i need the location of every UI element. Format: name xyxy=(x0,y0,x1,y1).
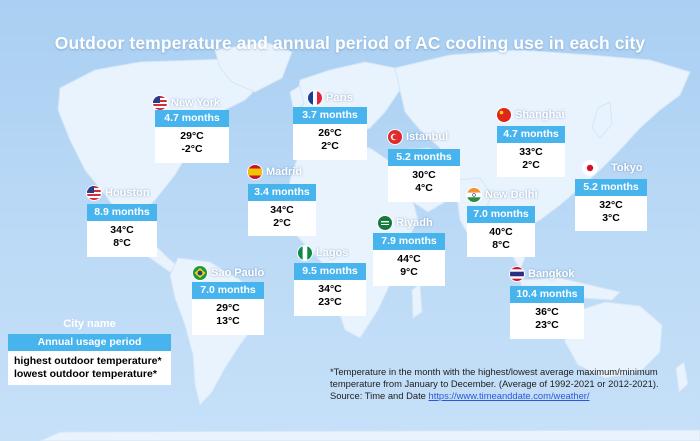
city-name: Sao Paulo xyxy=(211,267,265,279)
low-temp: 23°C xyxy=(318,296,342,308)
high-temp: 33°C xyxy=(519,146,543,158)
high-temp: 34°C xyxy=(270,204,294,216)
usage-period: 3.7 months xyxy=(293,107,367,124)
low-temp: 3°C xyxy=(602,212,620,224)
usage-period: 5.2 months xyxy=(388,149,460,166)
usage-period: 7.0 months xyxy=(467,206,535,223)
saudi-flag-icon xyxy=(378,216,392,230)
usage-period: 8.9 months xyxy=(87,204,157,221)
city-name: Houston xyxy=(105,187,150,199)
legend-city-name: City name xyxy=(63,318,116,330)
usage-period: 7.0 months xyxy=(192,282,264,299)
city-name: Istanbul xyxy=(406,131,449,143)
china-flag-icon xyxy=(497,108,511,122)
high-temp: 44°C xyxy=(397,253,421,265)
city-name: New Delhi xyxy=(485,189,538,201)
us-flag-icon xyxy=(153,96,167,110)
us-flag-icon xyxy=(87,186,101,200)
usage-period: 4.7 months xyxy=(155,110,229,127)
france-flag-icon xyxy=(308,91,322,105)
low-temp: 8°C xyxy=(113,237,131,249)
usage-period: 4.7 months xyxy=(497,126,565,143)
usage-period: 10.4 months xyxy=(510,286,584,303)
high-temp: 34°C xyxy=(318,283,342,295)
high-temp: 30°C xyxy=(412,169,436,181)
legend-lowest: lowest outdoor temperature* xyxy=(14,368,157,380)
page-title: Outdoor temperature and annual period of… xyxy=(54,33,646,53)
city-name: New York xyxy=(171,97,221,109)
city-name: Shanghai xyxy=(515,109,565,121)
low-temp: 2°C xyxy=(273,217,291,229)
high-temp: 32°C xyxy=(599,199,623,211)
thailand-flag-icon xyxy=(510,267,524,281)
japan-flag-icon xyxy=(583,161,597,175)
usage-period: 3.4 months xyxy=(248,184,316,201)
city-name: Bangkok xyxy=(528,268,575,280)
high-temp: 40°C xyxy=(489,226,513,238)
low-temp: 4°C xyxy=(415,182,433,194)
high-temp: 36°C xyxy=(535,306,559,318)
city-name: Tokyo xyxy=(611,162,643,174)
low-temp: 13°C xyxy=(216,315,240,327)
legend-usage-period: Annual usage period xyxy=(8,334,171,351)
turkey-flag-icon xyxy=(388,130,402,144)
city-name: Lagos xyxy=(316,247,349,259)
india-flag-icon xyxy=(467,188,481,202)
high-temp: 29°C xyxy=(216,302,240,314)
source-prefix: Source: Time and Date xyxy=(330,390,429,401)
footnote-text: *Temperature in the month with the highe… xyxy=(330,366,659,389)
nigeria-flag-icon xyxy=(298,246,312,260)
high-temp: 29°C xyxy=(180,130,204,142)
usage-period: 7.9 months xyxy=(373,233,445,250)
low-temp: 2°C xyxy=(321,140,339,152)
low-temp: 2°C xyxy=(522,159,540,171)
usage-period: 5.2 months xyxy=(575,179,647,196)
low-temp: 9°C xyxy=(400,266,418,278)
high-temp: 26°C xyxy=(318,127,342,139)
city-name: Riyadh xyxy=(396,217,433,229)
city-name: Madrid xyxy=(266,166,303,178)
low-temp: 8°C xyxy=(492,239,510,251)
city-name: Paris xyxy=(326,92,353,104)
footnote: *Temperature in the month with the highe… xyxy=(330,366,692,402)
high-temp: 34°C xyxy=(110,224,134,236)
spain-flag-icon xyxy=(248,165,262,179)
legend-highest: highest outdoor temperature* xyxy=(14,355,162,367)
usage-period: 9.5 months xyxy=(294,263,366,280)
low-temp: -2°C xyxy=(181,143,203,155)
low-temp: 23°C xyxy=(535,319,559,331)
legend: City name Annual usage period highest ou… xyxy=(8,318,171,385)
brazil-flag-icon xyxy=(193,266,207,280)
source-link[interactable]: https://www.timeanddate.com/weather/ xyxy=(428,390,590,401)
